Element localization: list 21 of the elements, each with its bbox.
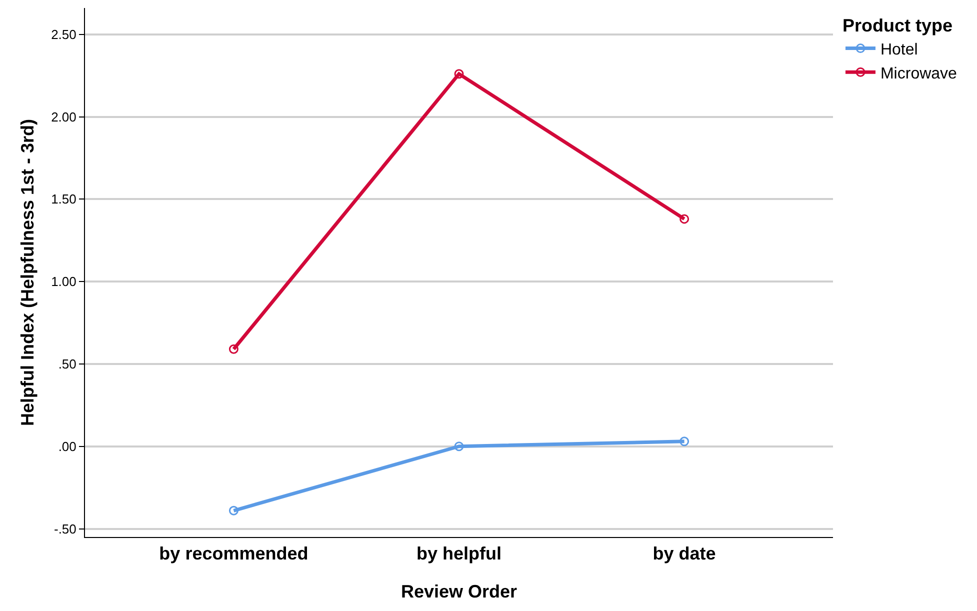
legend-title: Product type [842, 15, 952, 36]
legend-label: Microwave [880, 65, 958, 82]
y-tick-label: .00 [58, 438, 76, 454]
x-axis-title: Review Order [400, 582, 518, 602]
x-tick-label: by helpful [416, 544, 502, 564]
y-tick-label: 1.50 [51, 192, 76, 207]
point [680, 436, 690, 446]
point [454, 442, 464, 452]
legend-label: Hotel [880, 42, 918, 59]
y-tick-label: .50 [58, 356, 76, 372]
point [680, 214, 690, 224]
y-tick-label: 1.00 [51, 274, 76, 290]
y-axis-title: Helpful Index (Helpfulness 1st - 3rd) [17, 118, 38, 426]
x-tick-label: by date [652, 544, 716, 564]
x-tick-label: by recommended [159, 544, 308, 564]
y-tick-label: 2.00 [51, 109, 76, 124]
y-tick-label: -.50 [54, 521, 76, 536]
y-tick-label: 2.50 [51, 26, 76, 42]
point [228, 506, 238, 516]
point [454, 69, 464, 79]
point [228, 344, 238, 354]
